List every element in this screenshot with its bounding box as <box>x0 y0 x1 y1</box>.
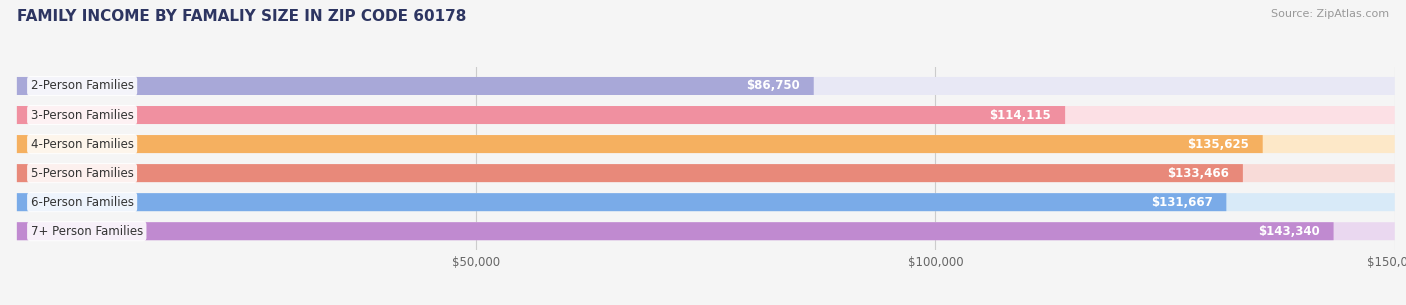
Text: $131,667: $131,667 <box>1152 196 1212 209</box>
Text: 6-Person Families: 6-Person Families <box>31 196 134 209</box>
FancyBboxPatch shape <box>17 164 1243 182</box>
Text: FAMILY INCOME BY FAMALIY SIZE IN ZIP CODE 60178: FAMILY INCOME BY FAMALIY SIZE IN ZIP COD… <box>17 9 467 24</box>
FancyBboxPatch shape <box>17 222 1395 240</box>
Text: $135,625: $135,625 <box>1187 138 1249 151</box>
Text: 7+ Person Families: 7+ Person Families <box>31 225 143 238</box>
Text: 2-Person Families: 2-Person Families <box>31 80 134 92</box>
FancyBboxPatch shape <box>17 106 1066 124</box>
Text: $114,115: $114,115 <box>990 109 1052 121</box>
FancyBboxPatch shape <box>17 77 1395 95</box>
FancyBboxPatch shape <box>17 222 1333 240</box>
FancyBboxPatch shape <box>17 106 1395 124</box>
FancyBboxPatch shape <box>17 135 1395 153</box>
FancyBboxPatch shape <box>17 193 1395 211</box>
Text: $133,466: $133,466 <box>1167 167 1229 180</box>
Text: $86,750: $86,750 <box>747 80 800 92</box>
FancyBboxPatch shape <box>17 135 1263 153</box>
Text: 3-Person Families: 3-Person Families <box>31 109 134 121</box>
FancyBboxPatch shape <box>17 193 1226 211</box>
Text: Source: ZipAtlas.com: Source: ZipAtlas.com <box>1271 9 1389 19</box>
Text: 4-Person Families: 4-Person Families <box>31 138 134 151</box>
FancyBboxPatch shape <box>17 164 1395 182</box>
Text: 5-Person Families: 5-Person Families <box>31 167 134 180</box>
FancyBboxPatch shape <box>17 77 814 95</box>
Text: $143,340: $143,340 <box>1258 225 1320 238</box>
